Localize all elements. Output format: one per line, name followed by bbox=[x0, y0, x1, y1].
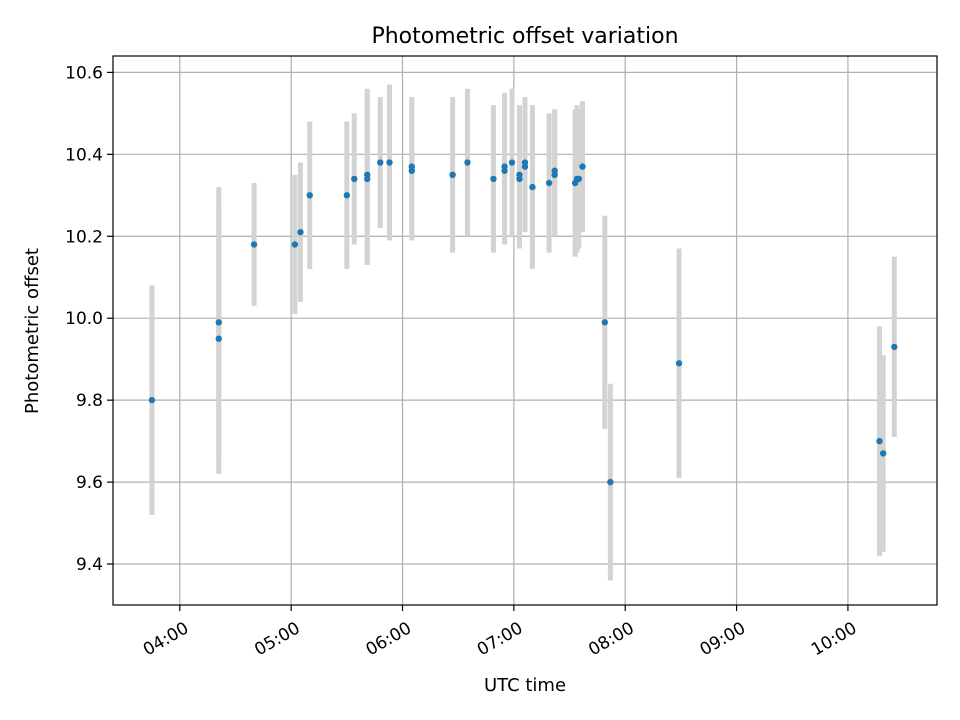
y-tick-label: 10.4 bbox=[65, 145, 103, 165]
y-tick-label: 10.0 bbox=[65, 309, 103, 329]
data-point bbox=[464, 159, 471, 166]
data-point bbox=[675, 360, 683, 367]
data-point bbox=[148, 396, 156, 404]
data-point bbox=[879, 450, 887, 457]
data-point bbox=[891, 343, 898, 351]
y-axis-ticks: 9.4 9.6 9.8 10.0 10.2 10.4 10.6 bbox=[65, 63, 113, 575]
data-point bbox=[521, 163, 529, 170]
data-point bbox=[250, 241, 258, 248]
data-point bbox=[490, 175, 497, 183]
data-point bbox=[306, 192, 313, 199]
data-point bbox=[377, 159, 384, 166]
y-tick-label: 10.2 bbox=[65, 227, 103, 247]
data-point bbox=[575, 175, 583, 183]
data-point bbox=[351, 175, 358, 183]
data-point bbox=[215, 319, 222, 326]
data-point bbox=[215, 335, 222, 342]
data-point bbox=[516, 171, 523, 179]
data-point bbox=[529, 183, 536, 191]
data-point bbox=[501, 163, 508, 170]
data-point bbox=[408, 163, 415, 170]
data-point bbox=[297, 228, 304, 236]
data-point bbox=[607, 478, 614, 486]
y-tick-label: 9.8 bbox=[76, 391, 103, 411]
data-points bbox=[148, 159, 898, 486]
y-tick-label: 9.4 bbox=[76, 555, 103, 575]
data-point bbox=[601, 319, 609, 326]
data-point bbox=[508, 159, 516, 166]
data-point bbox=[386, 159, 393, 166]
data-point bbox=[291, 241, 299, 248]
data-point bbox=[343, 192, 351, 199]
data-point bbox=[551, 167, 558, 174]
chart-title: Photometric offset variation bbox=[371, 24, 678, 49]
data-point bbox=[876, 437, 883, 445]
data-point bbox=[449, 171, 456, 179]
data-point bbox=[545, 179, 553, 187]
y-tick-label: 9.6 bbox=[76, 473, 103, 493]
x-axis-label: UTC time bbox=[484, 675, 566, 696]
data-point bbox=[364, 171, 371, 179]
plot-frame bbox=[112, 55, 938, 606]
data-point bbox=[579, 163, 586, 170]
y-tick-label: 10.6 bbox=[65, 63, 103, 83]
y-axis-label: Photometric offset bbox=[22, 248, 43, 414]
